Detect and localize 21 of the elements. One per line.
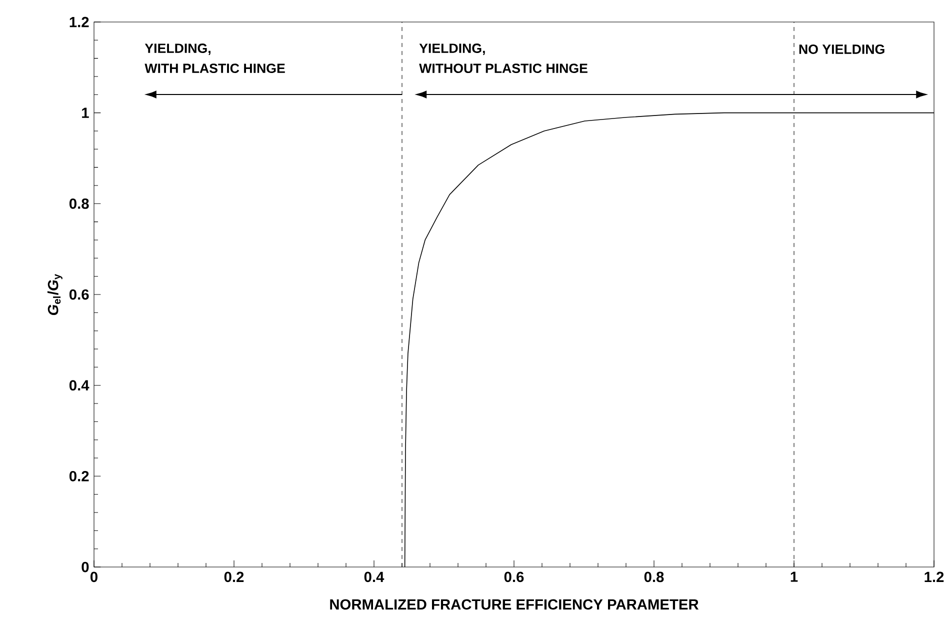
x-tick-label: 0.8 xyxy=(644,572,664,582)
y-tick-label: 0.8 xyxy=(69,198,89,209)
y-tick-label: 0.4 xyxy=(69,380,90,391)
x-tick-label: 0.6 xyxy=(504,572,524,582)
y-tick-label: 0.6 xyxy=(69,289,89,300)
annotation: WITH PLASTIC HINGE xyxy=(144,64,285,74)
x-tick-label: 0.4 xyxy=(364,572,384,582)
x-tick-label: 0.2 xyxy=(224,572,244,582)
annotation: WITHOUT PLASTIC HINGE xyxy=(419,64,588,74)
y-tick-label: 1 xyxy=(82,108,89,118)
y-tick-label: 1.2 xyxy=(70,16,89,28)
x-tick-label: 1 xyxy=(790,572,798,582)
x-tick-label: 1.2 xyxy=(924,572,944,582)
annotation: YIELDING, xyxy=(419,44,485,55)
y-tick-label: 0 xyxy=(82,562,89,572)
x-axis-title: NORMALIZED FRACTURE EFFICIENCY PARAMETER xyxy=(330,599,699,610)
y-tick-label: 0.2 xyxy=(69,470,89,482)
y-axis-title: G$_{el}$/G$_{y}$ xyxy=(47,274,62,316)
x-tick-label: 0 xyxy=(90,572,98,582)
annotation: YIELDING, xyxy=(144,44,210,55)
annotation: NO YIELDING xyxy=(799,44,884,54)
